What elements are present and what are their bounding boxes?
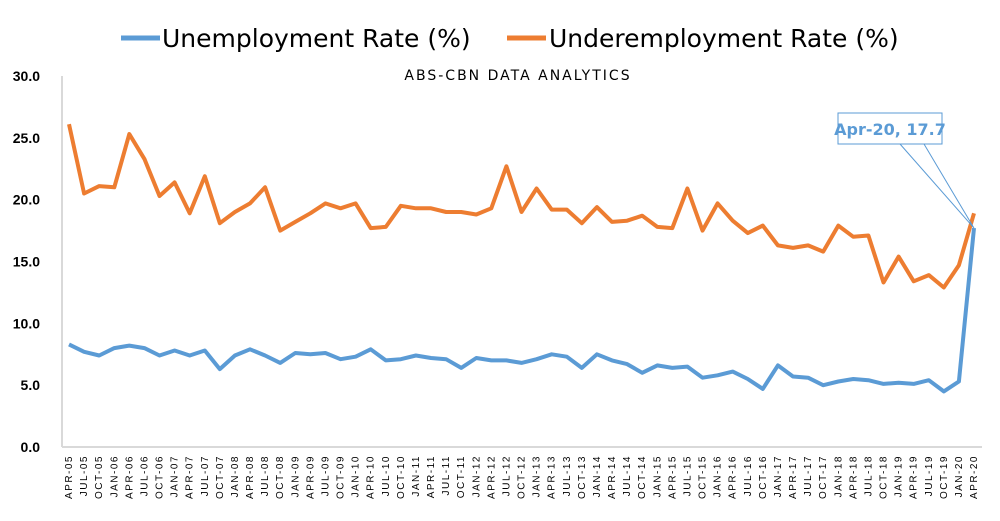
legend-item-underemployment[interactable]: Underemployment Rate (%) [507, 24, 899, 53]
x-tick-label: APR-18 [848, 455, 859, 499]
x-tick-label: APR-20 [969, 455, 980, 499]
x-tick-label: JAN-08 [230, 455, 241, 497]
x-axis-ticks: APR-05 JUL-05 OCT-05 JAN-06 APR-06 JUL-06 OCT-… [64, 455, 980, 499]
x-tick-label: JUL-15 [682, 455, 693, 496]
x-tick-label: JUL-12 [501, 455, 512, 496]
x-tick-label: JUL-10 [381, 455, 392, 496]
x-tick-label: JUL-06 [139, 455, 150, 496]
x-tick-label: OCT-14 [637, 455, 648, 499]
x-tick-label: JAN-10 [351, 455, 362, 497]
x-tick-label: JAN-12 [471, 455, 482, 497]
x-tick-label: JUL-19 [924, 455, 935, 496]
x-tick-label: JAN-17 [773, 455, 784, 497]
x-tick-label: JAN-19 [894, 455, 905, 497]
x-tick-label: OCT-10 [396, 455, 407, 499]
legend-label-unemployment: Unemployment Rate (%) [162, 24, 471, 53]
x-tick-label: JUL-14 [622, 455, 633, 496]
y-tick-label: 15.0 [13, 254, 40, 270]
x-tick-label: APR-15 [667, 455, 678, 499]
x-tick-label: APR-17 [788, 455, 799, 499]
x-tick-label: JAN-13 [532, 455, 543, 497]
x-tick-label: APR-10 [366, 455, 377, 499]
chart-title: ABS-CBN DATA ANALYTICS [404, 68, 631, 84]
callout-leader-line [899, 143, 975, 229]
y-tick-label: 25.0 [13, 130, 40, 146]
callout-label: Apr-20, 17.7 [834, 120, 946, 139]
x-tick-label: APR-16 [728, 455, 739, 499]
x-tick-label: JUL-08 [260, 455, 271, 496]
x-tick-label: OCT-19 [939, 455, 950, 499]
legend-item-unemployment[interactable]: Unemployment Rate (%) [121, 24, 471, 53]
x-tick-label: OCT-08 [275, 455, 286, 499]
x-tick-label: OCT-18 [879, 455, 890, 499]
x-tick-label: APR-13 [547, 455, 558, 499]
x-tick-label: APR-09 [305, 455, 316, 499]
series-unemployment-line[interactable] [68, 227, 976, 394]
x-tick-label: OCT-16 [758, 455, 769, 499]
y-tick-label: 30.0 [13, 68, 40, 84]
x-tick-label: JAN-09 [290, 455, 301, 497]
x-tick-label: JAN-06 [109, 455, 120, 497]
x-tick-label: JUL-11 [441, 455, 452, 496]
callout-box [837, 112, 943, 145]
series-underemployment-line[interactable] [67, 123, 976, 290]
x-tick-label: APR-12 [486, 455, 497, 499]
x-tick-label: JUL-18 [863, 455, 874, 496]
x-tick-label: APR-06 [124, 455, 135, 499]
y-tick-label: 20.0 [13, 192, 40, 208]
x-tick-label: APR-19 [909, 455, 920, 499]
x-tick-label: OCT-12 [517, 455, 528, 499]
x-tick-label: APR-08 [245, 455, 256, 499]
x-tick-label: JAN-07 [170, 455, 181, 497]
x-tick-label: JUL-05 [79, 455, 90, 496]
x-tick-label: JAN-14 [592, 455, 603, 497]
legend-label-underemployment: Underemployment Rate (%) [549, 24, 899, 53]
x-tick-label: JUL-09 [320, 455, 331, 496]
x-tick-label: OCT-11 [456, 455, 467, 498]
x-tick-label: JUL-16 [743, 455, 754, 496]
x-tick-label: OCT-17 [818, 455, 829, 499]
x-tick-label: OCT-05 [94, 455, 105, 499]
x-tick-label: OCT-13 [577, 455, 588, 499]
x-tick-label: JAN-18 [833, 455, 844, 497]
x-tick-label: JUL-13 [562, 455, 573, 496]
x-tick-label: OCT-06 [155, 455, 166, 499]
y-tick-label: 0.0 [21, 439, 41, 455]
x-tick-label: APR-07 [185, 455, 196, 499]
x-tick-label: APR-11 [426, 455, 437, 498]
x-tick-label: OCT-07 [215, 455, 226, 499]
x-tick-label: JAN-15 [652, 455, 663, 497]
x-tick-label: OCT-15 [698, 455, 709, 499]
x-tick-label: JUL-17 [803, 455, 814, 496]
x-tick-label: JAN-16 [713, 455, 724, 497]
legend: Unemployment Rate (%) Underemployment Ra… [121, 24, 899, 53]
y-tick-label: 10.0 [13, 315, 40, 331]
x-tick-label: APR-05 [64, 455, 75, 499]
x-tick-label: OCT-09 [336, 455, 347, 499]
x-tick-label: APR-14 [607, 455, 618, 499]
x-tick-label: JUL-07 [200, 455, 211, 496]
x-tick-label: JAN-20 [954, 455, 965, 497]
x-tick-label: JAN-11 [411, 455, 422, 497]
y-tick-label: 5.0 [21, 377, 41, 393]
y-axis-ticks: 0.0 5.0 10.0 15.0 20.0 25.0 30.0 [13, 68, 40, 455]
data-callout: Apr-20, 17.7 [834, 112, 975, 229]
